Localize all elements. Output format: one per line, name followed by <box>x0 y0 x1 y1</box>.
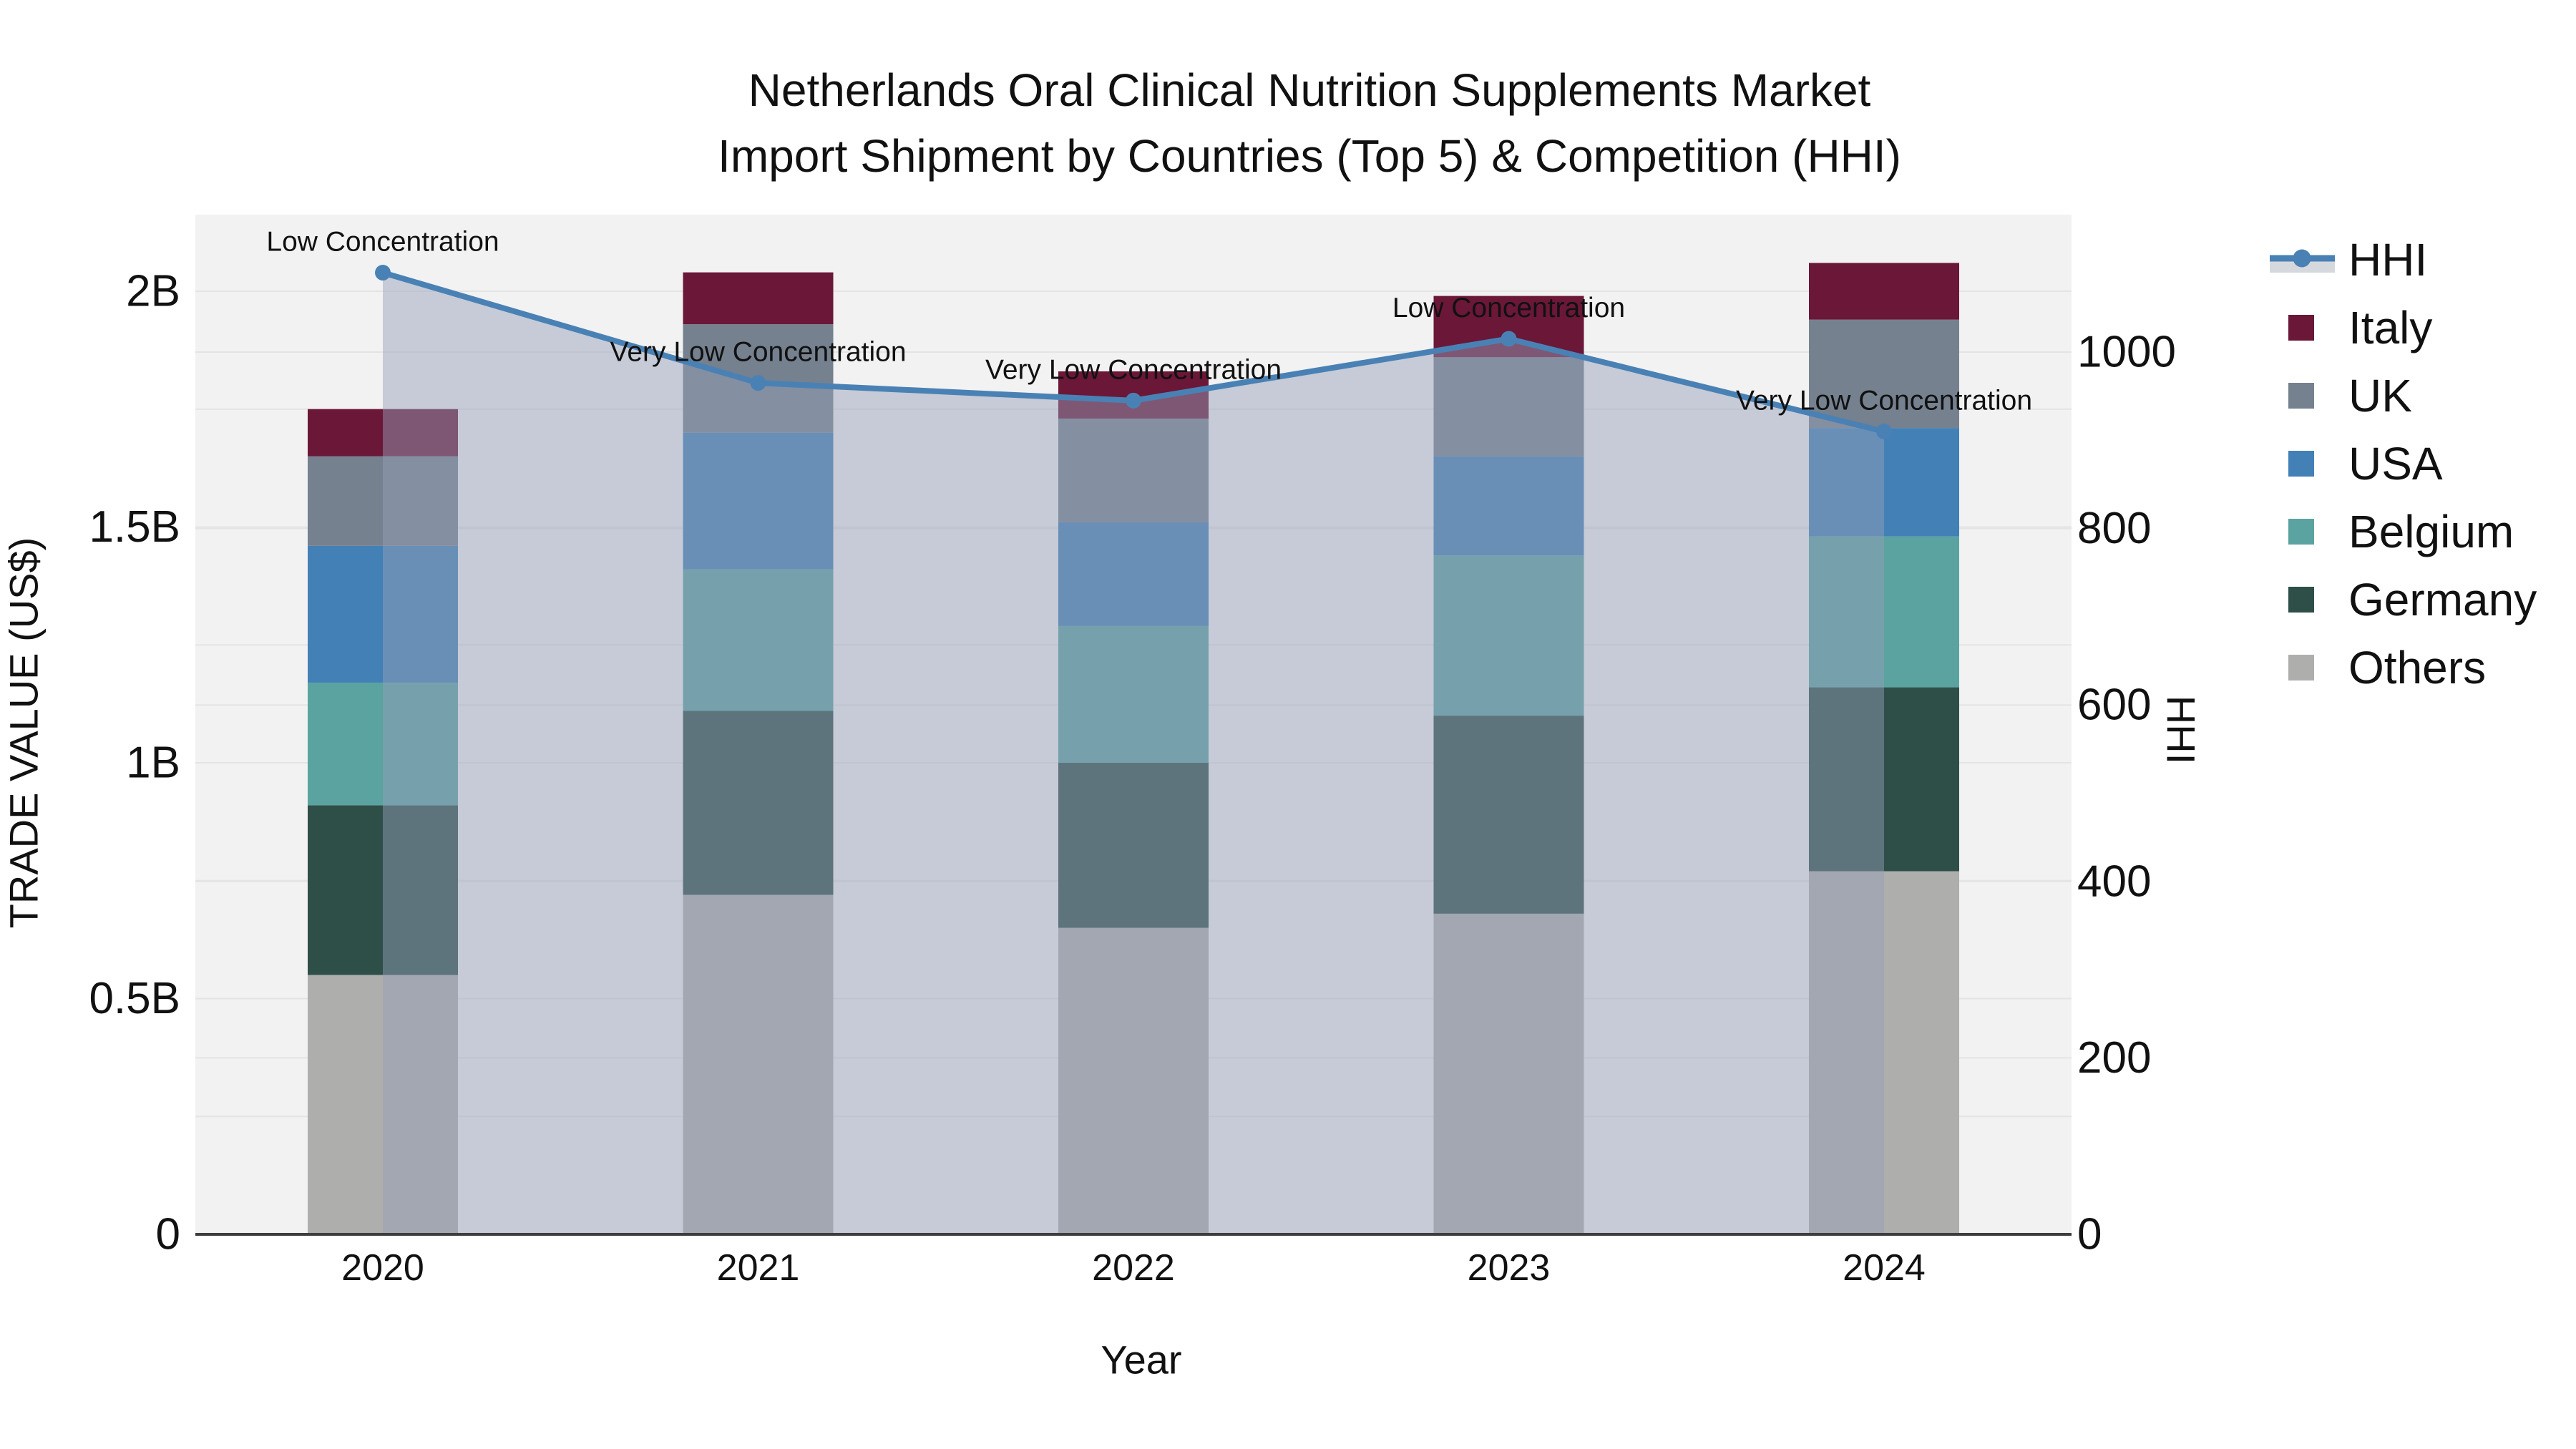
bar-segment-UK-2023[interactable] <box>1433 357 1584 457</box>
legend-item-Italy[interactable]: Italy <box>2288 302 2432 353</box>
bar-segment-Italy-2021[interactable] <box>683 272 834 325</box>
bar-segment-UK-2024[interactable] <box>1809 319 1959 429</box>
legend-item-label: Germany <box>2348 574 2537 625</box>
bar-segment-Germany-2022[interactable] <box>1058 763 1209 928</box>
y-axis-right-ticks: 0 200 400 600 800 1000 <box>2077 328 2176 1259</box>
bar-segment-Belgium-2023[interactable] <box>1433 555 1584 716</box>
y-right-tick-label: 600 <box>2077 680 2151 730</box>
legend-item-USA[interactable]: USA <box>2288 438 2443 489</box>
x-tick-label-2024: 2024 <box>1843 1247 1926 1289</box>
annotation-2023: Low Concentration <box>1392 293 1625 323</box>
bar-segment-Others-2022[interactable] <box>1058 927 1209 1234</box>
x-tick-label-2020: 2020 <box>341 1247 424 1289</box>
legend-color-swatch <box>2288 451 2314 477</box>
annotation-2024: Very Low Concentration <box>1736 385 2032 416</box>
hhi-area <box>383 273 1884 1234</box>
y-right-tick-label: 800 <box>2077 504 2151 553</box>
bar-segment-UK-2020[interactable] <box>308 456 458 546</box>
legend: HHI Italy UK USA Belgium Germany Others <box>2270 234 2537 693</box>
legend-color-swatch <box>2288 587 2314 613</box>
chart-title-line2: Import Shipment by Countries (Top 5) & C… <box>718 130 1901 182</box>
y-left-tick-label: 0.5B <box>89 974 180 1023</box>
annotation-2022: Very Low Concentration <box>985 354 1282 385</box>
bar-segment-Germany-2023[interactable] <box>1433 716 1584 914</box>
bar-segment-Others-2020[interactable] <box>308 975 458 1234</box>
y-left-tick-label: 1B <box>126 738 180 788</box>
x-axis-title: Year <box>1101 1337 1181 1382</box>
x-tick-label-2022: 2022 <box>1092 1247 1175 1289</box>
legend-item-Germany[interactable]: Germany <box>2288 574 2537 625</box>
y-axis-left-title: TRADE VALUE (US$) <box>1 537 47 929</box>
legend-color-swatch <box>2288 315 2314 341</box>
annotation-2021: Very Low Concentration <box>610 337 906 368</box>
bar-segment-Germany-2020[interactable] <box>308 805 458 975</box>
bar-segment-Others-2021[interactable] <box>683 894 834 1234</box>
bar-segment-Others-2024[interactable] <box>1809 871 1959 1234</box>
bar-segment-Belgium-2024[interactable] <box>1809 536 1959 688</box>
hhi-marker-2023[interactable] <box>1501 331 1517 347</box>
bar-segment-USA-2020[interactable] <box>308 545 458 683</box>
y-left-tick-label: 0 <box>156 1210 180 1259</box>
y-left-tick-label: 1.5B <box>89 502 180 552</box>
legend-color-swatch <box>2288 519 2314 545</box>
bar-segment-USA-2023[interactable] <box>1433 456 1584 556</box>
y-axis-right-title: HHI <box>2159 696 2204 764</box>
annotation-2020: Low Concentration <box>266 227 499 258</box>
legend-item-label: Italy <box>2348 302 2432 353</box>
bar-segment-Belgium-2021[interactable] <box>683 569 834 711</box>
bar-segment-Belgium-2022[interactable] <box>1058 625 1209 763</box>
x-tick-label-2021: 2021 <box>717 1247 800 1289</box>
bar-segment-USA-2022[interactable] <box>1058 522 1209 626</box>
legend-item-label: HHI <box>2348 234 2427 286</box>
hhi-marker-2024[interactable] <box>1876 423 1892 439</box>
annotations: Low Concentration Very Low Concentration V… <box>266 227 2032 416</box>
hhi-marker-2020[interactable] <box>375 265 391 281</box>
y-axis-left-ticks: 0 0.5B 1B 1.5B 2B <box>89 267 180 1259</box>
legend-color-swatch <box>2288 383 2314 409</box>
legend-item-UK[interactable]: UK <box>2288 370 2412 421</box>
legend-item-label: Others <box>2348 642 2486 693</box>
legend-item-label: UK <box>2348 370 2412 421</box>
y-right-tick-label: 400 <box>2077 857 2151 906</box>
bar-segment-Germany-2024[interactable] <box>1809 687 1959 872</box>
y-left-tick-label: 2B <box>126 267 180 316</box>
y-right-tick-label: 200 <box>2077 1033 2151 1083</box>
legend-color-swatch <box>2288 655 2314 680</box>
hhi-marker-2021[interactable] <box>750 375 766 391</box>
legend-item-label: USA <box>2348 438 2443 489</box>
x-axis-ticks: 2020 2021 2022 2023 2024 <box>341 1247 1926 1289</box>
bar-segment-Germany-2021[interactable] <box>683 711 834 895</box>
legend-item-label: Belgium <box>2348 506 2514 557</box>
legend-item-Others[interactable]: Others <box>2288 642 2486 693</box>
stacked-bars <box>308 263 1959 1234</box>
x-tick-label-2023: 2023 <box>1468 1247 1551 1289</box>
legend-marker-icon <box>2293 249 2311 268</box>
hhi-line-layer <box>375 265 1892 439</box>
legend-item-Belgium[interactable]: Belgium <box>2288 506 2514 557</box>
bar-segment-UK-2022[interactable] <box>1058 418 1209 522</box>
hhi-marker-2022[interactable] <box>1126 392 1141 409</box>
bar-segment-USA-2024[interactable] <box>1809 428 1959 537</box>
hhi-area-fill <box>383 273 1884 1234</box>
legend-item-HHI[interactable]: HHI <box>2270 234 2427 286</box>
bar-segment-Others-2023[interactable] <box>1433 913 1584 1234</box>
chart-title-line1: Netherlands Oral Clinical Nutrition Supp… <box>748 64 1871 116</box>
y-right-tick-label: 0 <box>2077 1210 2102 1259</box>
bar-segment-Belgium-2020[interactable] <box>308 682 458 806</box>
bar-segment-Italy-2020[interactable] <box>308 409 458 457</box>
bar-segment-Italy-2024[interactable] <box>1809 263 1959 320</box>
y-right-tick-label: 1000 <box>2077 328 2176 377</box>
bar-segment-USA-2021[interactable] <box>683 432 834 570</box>
